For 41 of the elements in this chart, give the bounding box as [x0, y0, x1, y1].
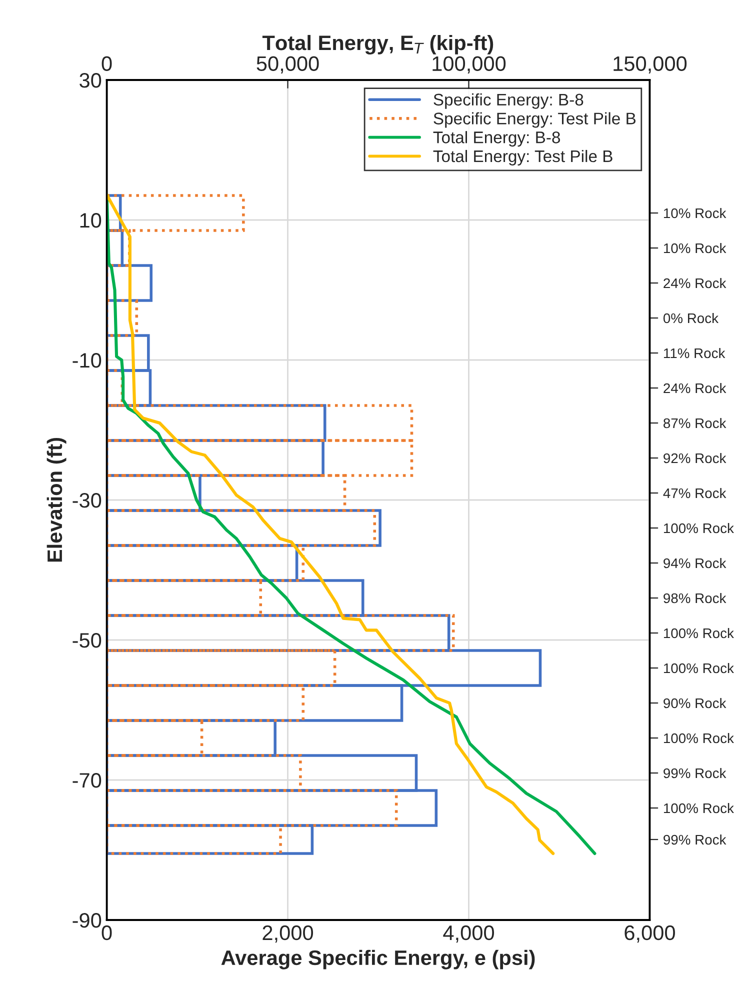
y-tick-label: -90 — [72, 913, 102, 928]
legend-label: Specific Energy: Test Pile B — [434, 112, 636, 128]
text: 11% Rock — [664, 348, 726, 358]
text: 10% Rock — [664, 208, 726, 218]
x-tick-label: 2,000 — [262, 925, 314, 943]
text: 99% Rock — [664, 834, 726, 845]
text: 100% Rock — [664, 732, 734, 744]
text: 100% Rock — [664, 522, 734, 534]
text: 0% Rock — [663, 312, 719, 324]
text: 47% Rock — [663, 488, 726, 498]
text: 92% Rock — [664, 452, 726, 464]
text: 98% Rock — [664, 592, 726, 604]
x2-tick-label: 150,000 — [614, 56, 687, 74]
legend-label: Total Energy: B-8 — [433, 131, 560, 147]
text: 100% Rock — [664, 662, 734, 674]
y-tick-label: 10 — [80, 213, 102, 228]
x-tick-label: 4,000 — [443, 925, 494, 943]
text: 94% Rock — [664, 558, 726, 568]
y-tick-label: -10 — [72, 353, 102, 368]
text: 100% Rock — [664, 802, 734, 814]
x-axis-title: Average Specific Energy, e (psi) — [221, 950, 535, 970]
y-tick-label: 30 — [80, 73, 102, 88]
x2-tick-label: 50,000 — [256, 56, 319, 74]
text: 99% Rock — [664, 768, 726, 778]
x2-axis-title: Total Energy, E$_{T}$ (kip-ft) — [262, 34, 494, 54]
text: 87% Rock — [664, 418, 726, 428]
x-tick-label: 0 — [102, 925, 112, 940]
x2-tick-label: 0 — [102, 56, 112, 72]
y-tick-label: -30 — [72, 493, 102, 508]
x2-tick-label: 100,000 — [432, 56, 506, 74]
y-axis-title: Elevation (ft) — [46, 438, 66, 562]
x-tick-label: 6,000 — [624, 925, 675, 943]
text: 24% Rock — [664, 382, 726, 394]
legend-label: Total Energy: Test Pile B — [433, 150, 612, 166]
text: 10% Rock — [664, 242, 726, 254]
text: 90% Rock — [664, 698, 726, 708]
y-tick-label: -50 — [72, 633, 102, 648]
text: 100% Rock — [664, 628, 734, 638]
text: 24% Rock — [664, 278, 726, 288]
y-tick-label: -70 — [72, 773, 102, 788]
legend-label: Specific Energy: B-8 — [434, 93, 584, 109]
